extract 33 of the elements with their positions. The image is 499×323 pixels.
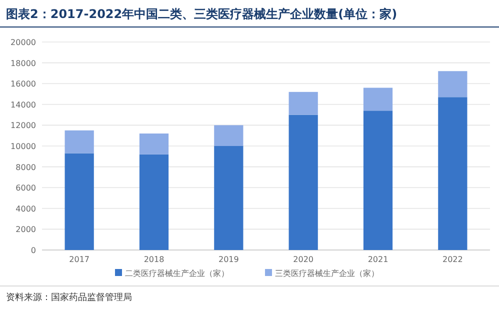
legend-label: 二类医疗器械生产企业（家） xyxy=(125,269,229,278)
bar xyxy=(214,125,244,146)
y-tick-label: 16000 xyxy=(10,80,36,89)
y-tick-label: 2000 xyxy=(16,225,36,234)
bar xyxy=(363,88,393,111)
x-tick-label: 2022 xyxy=(442,255,463,264)
x-tick-label: 2018 xyxy=(144,255,164,264)
bar xyxy=(64,130,94,154)
y-tick-label: 14000 xyxy=(10,100,36,110)
y-tick-label: 4000 xyxy=(16,204,36,214)
chart-title: 图表2：2017-2022年中国二类、三类医疗器械生产企业数量(单位：家) xyxy=(6,7,398,21)
x-tick-label: 2020 xyxy=(293,255,314,264)
y-tick-label: 10000 xyxy=(10,142,36,151)
legend-label: 三类医疗器械生产企业（家） xyxy=(275,269,379,278)
text: 资料来源：国家药品监督管理局 xyxy=(6,292,132,303)
x-tick-label: 2017 xyxy=(69,255,90,264)
y-tick-label: 0 xyxy=(30,246,36,255)
bar xyxy=(214,146,244,250)
y-tick-label: 8000 xyxy=(16,162,36,172)
y-tick-label: 18000 xyxy=(10,58,36,68)
y-tick-label: 12000 xyxy=(10,121,36,130)
bar xyxy=(288,92,318,115)
bar xyxy=(438,71,468,98)
bar xyxy=(139,154,169,250)
bar xyxy=(139,134,169,154)
bar xyxy=(438,97,468,250)
y-tick-label: 6000 xyxy=(16,184,36,193)
bar xyxy=(288,114,318,250)
x-tick-label: 2019 xyxy=(218,255,239,264)
x-tick-label: 2021 xyxy=(368,255,388,264)
bar xyxy=(363,110,393,250)
y-tick-label: 20000 xyxy=(10,38,36,47)
bar xyxy=(64,153,94,250)
